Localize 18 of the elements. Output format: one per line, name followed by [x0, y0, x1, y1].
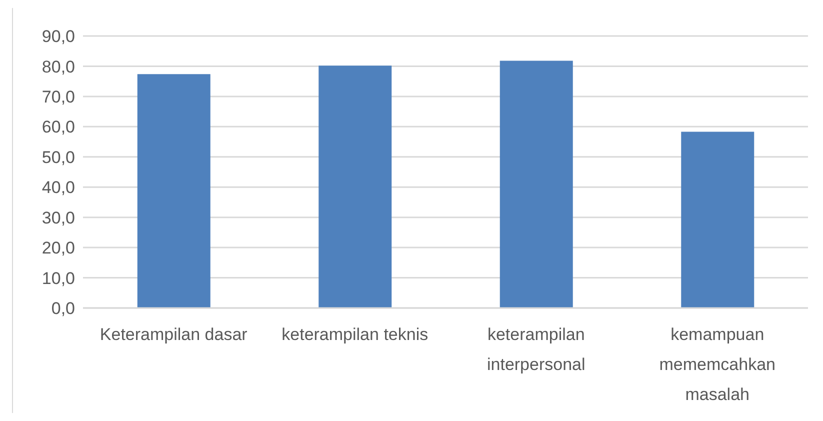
x-tick-label: keterampilan teknis — [282, 325, 428, 344]
bar — [318, 66, 392, 308]
y-tick-label: 40,0 — [42, 178, 75, 198]
y-tick-label: 30,0 — [42, 208, 75, 228]
y-tick-label: 50,0 — [42, 148, 75, 167]
y-tick-label: 10,0 — [42, 268, 75, 288]
y-tick-label: 60,0 — [42, 118, 75, 137]
x-tick-label: Keterampilan dasar — [100, 325, 248, 344]
y-tick-label: 70,0 — [42, 87, 75, 106]
x-tick-label: kemampuan mememcahkan masalah — [659, 325, 776, 404]
y-tick-label: 90,0 — [42, 27, 75, 46]
x-tick-label: keterampilan interpersonal — [486, 325, 586, 374]
bar — [500, 60, 573, 308]
y-tick-label: 80,0 — [42, 57, 75, 76]
y-tick-label: 20,0 — [42, 238, 75, 258]
bar — [681, 132, 754, 308]
bar — [137, 74, 210, 308]
y-tick-label: 0,0 — [51, 299, 75, 318]
